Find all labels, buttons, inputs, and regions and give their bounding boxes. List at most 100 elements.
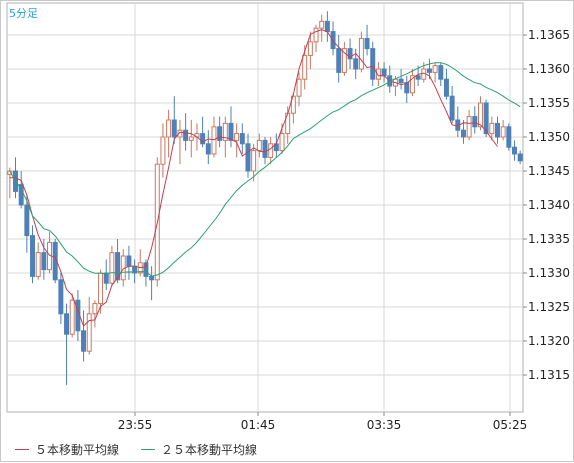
y-tick-label: 1.1325 [528, 300, 570, 314]
candle-down [64, 313, 70, 335]
candle-up [177, 129, 183, 138]
y-tick-label: 1.1320 [528, 334, 570, 348]
y-tick-label: 1.1335 [528, 232, 570, 246]
candle-down [149, 275, 155, 281]
candle-up [222, 122, 228, 141]
candle-up [35, 252, 41, 277]
candle-up [160, 136, 166, 165]
candle-down [183, 129, 189, 141]
candle-up [375, 68, 381, 80]
candle-up [109, 252, 115, 284]
candle-down [494, 122, 500, 138]
candle-down [517, 153, 523, 162]
candle-up [432, 65, 438, 73]
legend-item-ma5: ５本移動平均線 [15, 441, 119, 458]
candle-down [370, 48, 376, 80]
candle-up [296, 78, 302, 97]
legend-label-ma25: ２５本移動平均線 [161, 443, 258, 457]
candle-up [98, 272, 104, 305]
y-tick-label: 1.1315 [528, 368, 570, 382]
candle-up [256, 139, 262, 152]
candle-up [188, 136, 194, 141]
candle-up [302, 54, 308, 80]
candle-up [279, 133, 285, 152]
candle-down [512, 146, 517, 155]
candle-up [268, 143, 274, 158]
x-tick-label: 23:55 [118, 418, 153, 432]
candle-down [449, 95, 455, 121]
candle-down [126, 255, 132, 267]
timeframe-label: 5分足 [9, 7, 38, 20]
candle-down [404, 82, 410, 94]
candle-up [211, 126, 217, 155]
candle-up [341, 48, 347, 73]
candle-down [324, 20, 330, 33]
candle-down [347, 48, 353, 60]
candle-down [262, 139, 268, 158]
candle-up [358, 37, 364, 70]
candle-down [81, 330, 87, 352]
candle-up [166, 119, 172, 138]
candle-up [69, 299, 75, 335]
x-tick-label: 01:45 [241, 418, 276, 432]
candle-down [171, 119, 177, 138]
candle-down [24, 204, 30, 237]
candle-up [477, 102, 483, 128]
candle-down [336, 48, 342, 73]
candle-up [234, 133, 240, 141]
candle-down [143, 262, 149, 277]
legend-item-ma25: ２５本移動平均線 [141, 441, 257, 458]
candle-down [103, 272, 109, 284]
y-tick-label: 1.1350 [528, 130, 570, 144]
candle-down [115, 252, 121, 281]
ma5-swatch-icon [15, 449, 29, 450]
candle-up [466, 116, 472, 138]
candle-down [398, 78, 404, 84]
candle-up [500, 126, 506, 138]
candle-down [200, 133, 206, 145]
candle-down [239, 133, 245, 145]
candle-down [483, 102, 489, 135]
candle-down [364, 37, 370, 50]
candle-down [217, 126, 223, 141]
y-tick-label: 1.1330 [528, 266, 570, 280]
candle-down [330, 31, 336, 50]
ma25-line [9, 62, 521, 277]
candle-down [443, 78, 449, 97]
candle-down [460, 129, 466, 138]
candle-up [319, 20, 325, 29]
legend-label-ma5: ５本移動平均線 [35, 443, 120, 457]
candle-down [58, 279, 64, 315]
candle-down [472, 116, 478, 128]
candle-up [489, 122, 495, 135]
y-tick-label: 1.1360 [528, 62, 570, 76]
candle-down [41, 252, 47, 271]
candle-down [245, 143, 251, 172]
x-tick-label: 03:35 [367, 418, 402, 432]
candle-down [205, 143, 211, 155]
candle-down [438, 65, 444, 80]
candle-down [415, 75, 421, 80]
candle-up [290, 95, 296, 114]
legend: ５本移動平均線 ２５本移動平均線 [15, 441, 257, 458]
candle-down [426, 68, 432, 73]
ma5-line [9, 29, 498, 327]
y-tick-label: 1.1355 [528, 96, 570, 110]
candle-up [307, 41, 313, 56]
y-tick-label: 1.1345 [528, 164, 570, 178]
ma25-swatch-icon [141, 449, 156, 450]
candle-up [409, 75, 415, 94]
y-tick-label: 1.1365 [528, 28, 570, 42]
candle-up [313, 27, 319, 43]
candle-down [228, 122, 234, 141]
candle-up [86, 313, 92, 352]
candle-down [506, 126, 512, 148]
candle-up [251, 150, 257, 172]
y-tick-label: 1.1340 [528, 198, 570, 212]
plot-area [6, 2, 524, 413]
candle-down [18, 184, 24, 206]
x-tick-label: 05:25 [493, 418, 528, 432]
candle-up [92, 303, 98, 315]
candle-down [353, 58, 359, 70]
